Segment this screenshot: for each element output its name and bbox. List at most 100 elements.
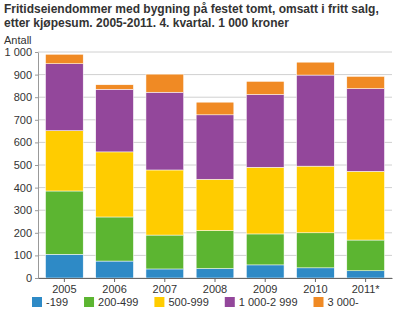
- tick: 200: [14, 227, 38, 239]
- legend-item: 500-999: [154, 296, 208, 308]
- legend-swatch: [154, 297, 164, 307]
- tick-mark: [35, 142, 38, 143]
- legend-label: 3 000-: [328, 296, 360, 308]
- bar: [297, 268, 335, 278]
- tick-mark: [35, 278, 38, 279]
- tick-mark: [35, 97, 38, 98]
- tick-label: 800: [14, 91, 32, 103]
- tick-label: 400: [14, 182, 32, 194]
- tick-label: 2007: [153, 283, 177, 295]
- tick-mark: [215, 278, 216, 282]
- y-axis: 01002003004005006007008009001 000: [4, 46, 38, 284]
- tick: 700: [14, 114, 38, 126]
- tick-mark: [35, 120, 38, 121]
- legend-item: -199: [32, 296, 68, 308]
- y-axis-title: Antall: [4, 34, 32, 46]
- grid-line: [38, 52, 392, 53]
- bar: [96, 217, 134, 261]
- tick-mark: [35, 52, 38, 53]
- bar: [347, 271, 385, 278]
- tick: 2009: [253, 278, 277, 295]
- bar: [246, 81, 284, 94]
- bar: [46, 191, 84, 254]
- tick: 1 000: [4, 46, 38, 58]
- tick: 300: [14, 204, 38, 216]
- tick-label: 700: [14, 114, 32, 126]
- bar: [347, 240, 385, 271]
- tick-label: 600: [14, 136, 32, 148]
- tick: 900: [14, 69, 38, 81]
- tick: 0: [26, 272, 38, 284]
- bar: [297, 166, 335, 233]
- tick-label: 200: [14, 227, 32, 239]
- tick: 600: [14, 136, 38, 148]
- legend: -199 200-499 500-999 1 000-2 999 3 000-: [32, 296, 359, 308]
- series: [46, 54, 385, 115]
- tick: 500: [14, 159, 38, 171]
- chart: Fritidseiendommer med bygning på festet …: [0, 0, 400, 320]
- tick-mark: [35, 233, 38, 234]
- legend-label: 1 000-2 999: [239, 296, 298, 308]
- bar: [146, 269, 184, 278]
- tick: 400: [14, 182, 38, 194]
- bar: [297, 62, 335, 75]
- bar: [196, 179, 234, 230]
- legend-label: -199: [46, 296, 68, 308]
- legend-item: 1 000-2 999: [225, 296, 298, 308]
- bar: [46, 54, 84, 63]
- legend-swatch: [84, 297, 94, 307]
- title: Fritidseiendommer med bygning på festet …: [4, 2, 379, 30]
- legend-item: 200-499: [84, 296, 138, 308]
- tick-label: 300: [14, 204, 32, 216]
- legend-label: 500-999: [168, 296, 208, 308]
- y-axis-line: [38, 53, 39, 279]
- x-axis: 2005 2006 2007 2008 2009 2010 2011*: [39, 278, 393, 295]
- bar: [96, 261, 134, 278]
- bar: [196, 269, 234, 278]
- grid: [38, 52, 392, 278]
- bar: [246, 234, 284, 265]
- bar: [146, 170, 184, 235]
- bar: [196, 102, 234, 115]
- grid-line: [38, 74, 392, 75]
- bar: [246, 94, 284, 167]
- bars: [46, 54, 385, 278]
- tick-label: 500: [14, 159, 32, 171]
- tick: 2008: [203, 278, 227, 295]
- bar: [347, 76, 385, 88]
- tick-mark: [114, 278, 115, 282]
- bar: [146, 235, 184, 269]
- bar: [347, 171, 385, 240]
- bar: [96, 85, 134, 90]
- tick-label: 900: [14, 69, 32, 81]
- bar: [246, 167, 284, 234]
- legend-label: 200-499: [98, 296, 138, 308]
- bar: [96, 152, 134, 217]
- tick-mark: [64, 278, 65, 282]
- tick-label: 2010: [303, 283, 327, 295]
- tick-mark: [35, 75, 38, 76]
- legend-swatch: [32, 297, 42, 307]
- tick-mark: [35, 188, 38, 189]
- tick: 2007: [153, 278, 177, 295]
- bar: [46, 64, 84, 131]
- tick-mark: [164, 278, 165, 282]
- tick: 2006: [102, 278, 126, 295]
- tick-mark: [315, 278, 316, 282]
- tick: 2005: [52, 278, 76, 295]
- tick: 800: [14, 91, 38, 103]
- tick-mark: [265, 278, 266, 282]
- grid-line: [38, 97, 392, 98]
- tick-label: 0: [26, 272, 32, 284]
- bar: [146, 74, 184, 92]
- legend-swatch: [225, 297, 235, 307]
- series: [46, 64, 385, 179]
- bar: [196, 231, 234, 269]
- tick-label: 2006: [102, 283, 126, 295]
- tick-mark: [35, 210, 38, 211]
- tick: 2011*: [352, 278, 381, 295]
- bar: [46, 254, 84, 278]
- tick-mark: [35, 255, 38, 256]
- tick-label: 2009: [253, 283, 277, 295]
- bar: [96, 89, 134, 152]
